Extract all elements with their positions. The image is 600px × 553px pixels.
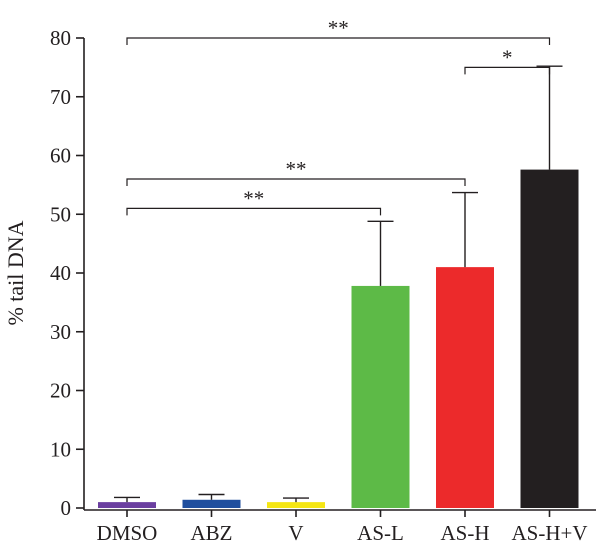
- bar-as-h: [436, 267, 494, 508]
- y-tick-label: 70: [50, 85, 71, 109]
- x-tick-label: DMSO: [97, 521, 158, 545]
- y-tick-label: 30: [50, 320, 71, 344]
- significance-bracket: [126, 178, 466, 186]
- y-tick-label: 20: [50, 379, 71, 403]
- significance-label: *: [502, 45, 513, 69]
- bar-dmso: [98, 502, 156, 508]
- bar-v: [267, 502, 325, 508]
- y-tick-label: 40: [50, 261, 71, 285]
- y-tick-label: 10: [50, 437, 71, 461]
- y-tick-label: 0: [61, 496, 72, 520]
- y-tick-label: 50: [50, 202, 71, 226]
- y-axis-title: % tail DNA: [3, 220, 28, 325]
- x-tick-label: AS-L: [357, 521, 404, 545]
- significance-bracket: [464, 66, 551, 75]
- bar-abz: [182, 499, 241, 508]
- x-tick-label: ABZ: [191, 521, 233, 545]
- significance-label: **: [328, 16, 349, 40]
- y-tick-label: 80: [50, 26, 71, 50]
- x-tick-label: V: [288, 521, 303, 545]
- x-axis: DMSO ABZ V AS-L AS-H AS-H+V: [84, 509, 596, 545]
- error-bars-group: [114, 65, 563, 503]
- bar-as-h-v: [520, 169, 579, 508]
- significance-label: **: [243, 186, 264, 210]
- bars-group: [98, 169, 579, 508]
- significance-label: **: [286, 157, 307, 181]
- significance-bracket: [126, 207, 382, 216]
- bar-as-l: [351, 285, 410, 508]
- x-tick-label: AS-H+V: [511, 521, 587, 545]
- significance-bracket: [126, 37, 551, 45]
- significance-brackets: *******: [126, 16, 551, 216]
- x-tick-label: AS-H: [440, 521, 489, 545]
- y-tick-label: 60: [50, 144, 71, 168]
- y-axis: 0 10 20 30 40 50 60 70 80: [50, 26, 85, 520]
